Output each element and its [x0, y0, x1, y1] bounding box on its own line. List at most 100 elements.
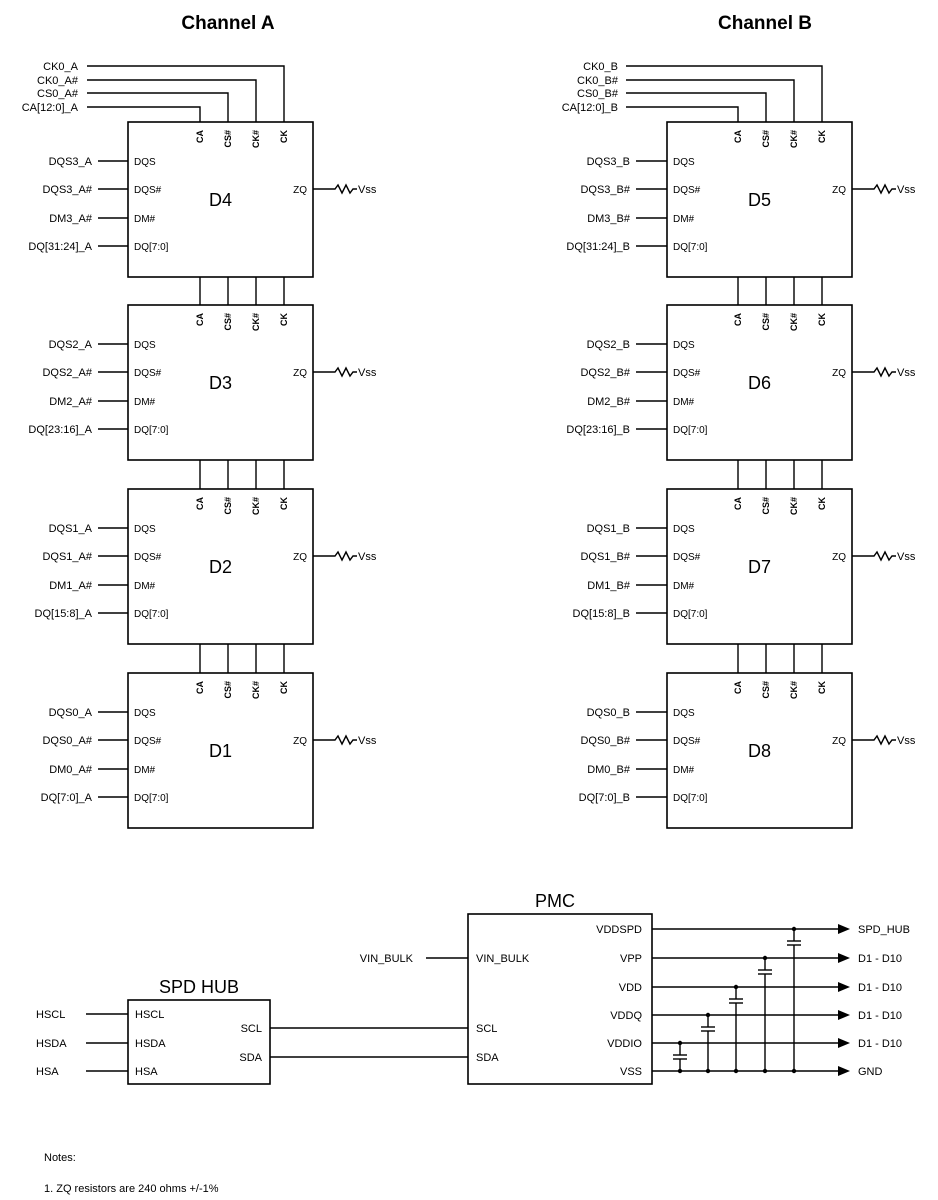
dram-chip: [127, 672, 314, 829]
pin-label: CK: [279, 130, 289, 143]
chip-designator: D5: [748, 190, 771, 210]
zq-resistor: [852, 550, 896, 562]
signal-label: DQS3_B: [587, 156, 630, 168]
chip-designator: D1: [209, 741, 232, 761]
signal-label: DM3_B#: [587, 213, 631, 225]
pin-label: DM#: [134, 765, 156, 776]
arrow-icon: [838, 924, 850, 934]
dram-chip: [666, 304, 853, 461]
pin-label: ZQ: [293, 736, 307, 747]
pin-label: DQ[7:0]: [134, 793, 169, 804]
channel-title: Channel B: [718, 13, 812, 34]
chip-designator: D6: [748, 373, 771, 393]
pin-label: CA: [195, 497, 205, 510]
block-title: PMC: [535, 891, 575, 911]
pin-label: CS#: [223, 130, 233, 148]
signal-label: VIN_BULK: [360, 953, 414, 965]
rail-destination: SPD_HUB: [858, 924, 910, 936]
pin-label: DQS#: [673, 552, 701, 563]
signal-label: DM3_A#: [49, 213, 93, 225]
signal-label: HSDA: [36, 1038, 67, 1050]
signal-label: DQS2_A: [49, 339, 93, 351]
pin-label: DQS: [673, 708, 695, 719]
pin-label: CS#: [761, 130, 771, 148]
pin-label: DM#: [673, 397, 695, 408]
pin-label: DQS#: [673, 368, 701, 379]
signal-label: DQS0_A#: [42, 735, 92, 747]
pin-label: VDDIO: [607, 1038, 642, 1050]
dram-chip: [666, 672, 853, 829]
signal-label: DQ[15:8]_A: [35, 608, 93, 620]
pin-label: DQ[7:0]: [134, 242, 169, 253]
pin-label: CK#: [789, 130, 799, 148]
pin-label: SDA: [476, 1052, 499, 1064]
pin-label: DM#: [673, 765, 695, 776]
signal-wire: [87, 106, 201, 122]
vss-label: Vss: [358, 551, 377, 563]
pin-label: CA: [195, 313, 205, 326]
pin-label: DQS: [673, 524, 695, 535]
signal-wire: [626, 106, 739, 122]
signal-label: DM2_B#: [587, 396, 631, 408]
pin-label: CK: [817, 681, 827, 694]
pin-label: DQS#: [134, 736, 162, 747]
arrow-icon: [838, 1038, 850, 1048]
pin-label: CK#: [251, 313, 261, 331]
pin-label: DQ[7:0]: [673, 609, 708, 620]
rail-destination: D1 - D10: [858, 982, 902, 994]
signal-label: DQ[15:8]_B: [573, 608, 630, 620]
pin-label: CA: [733, 130, 743, 143]
pin-label: CS#: [761, 681, 771, 699]
signal-label: DQ[7:0]_B: [579, 792, 630, 804]
pin-label: VDDQ: [610, 1010, 642, 1022]
pin-label: DQS#: [134, 185, 162, 196]
signal-label: CK0_A#: [37, 75, 79, 87]
pin-label: CS#: [761, 313, 771, 331]
pin-label: DM#: [134, 581, 156, 592]
arrow-icon: [838, 982, 850, 992]
signal-label: DQS1_B: [587, 523, 630, 535]
signal-label: DQ[23:16]_A: [28, 424, 92, 436]
vss-label: Vss: [358, 367, 377, 379]
signal-label: CA[12:0]_A: [22, 102, 79, 114]
pin-label: VDDSPD: [596, 924, 642, 936]
pin-label: DQS: [673, 157, 695, 168]
arrow-icon: [838, 1010, 850, 1020]
signal-label: CK0_B: [583, 61, 618, 73]
note-item: 1. ZQ resistors are 240 ohms +/-1%: [44, 1183, 219, 1195]
rail-destination: GND: [858, 1066, 883, 1078]
signal-label: DQ[7:0]_A: [41, 792, 93, 804]
chip-designator: D3: [209, 373, 232, 393]
signal-label: DM1_B#: [587, 580, 631, 592]
signal-label: DQS1_A: [49, 523, 93, 535]
signal-label: DQS2_B#: [580, 367, 630, 379]
pin-label: VDD: [619, 982, 642, 994]
pin-label: SCL: [476, 1023, 497, 1035]
signal-label: CK0_B#: [577, 75, 619, 87]
signal-label: DQS1_A#: [42, 551, 92, 563]
pin-label: DQ[7:0]: [673, 242, 708, 253]
signal-label: CS0_A#: [37, 88, 79, 100]
signal-wire: [626, 79, 795, 122]
chip-designator: D7: [748, 557, 771, 577]
pin-label: DQS#: [673, 736, 701, 747]
vss-label: Vss: [897, 735, 916, 747]
signal-label: DQ[31:24]_B: [566, 241, 630, 253]
pin-label: CK: [279, 313, 289, 326]
signal-wire: [87, 65, 285, 122]
signal-label: CA[12:0]_B: [562, 102, 618, 114]
vss-label: Vss: [897, 367, 916, 379]
zq-resistor: [852, 366, 896, 378]
chip-designator: D2: [209, 557, 232, 577]
pin-label: DM#: [673, 214, 695, 225]
signal-label: DQS2_A#: [42, 367, 92, 379]
zq-resistor: [313, 734, 357, 746]
signal-label: CK0_A: [43, 61, 79, 73]
pin-label: DM#: [134, 397, 156, 408]
dram-chip: [666, 488, 853, 645]
zq-resistor: [852, 183, 896, 195]
signal-label: DQ[31:24]_A: [28, 241, 92, 253]
pin-label: ZQ: [832, 368, 846, 379]
vss-label: Vss: [897, 551, 916, 563]
signal-wire: [87, 79, 257, 122]
